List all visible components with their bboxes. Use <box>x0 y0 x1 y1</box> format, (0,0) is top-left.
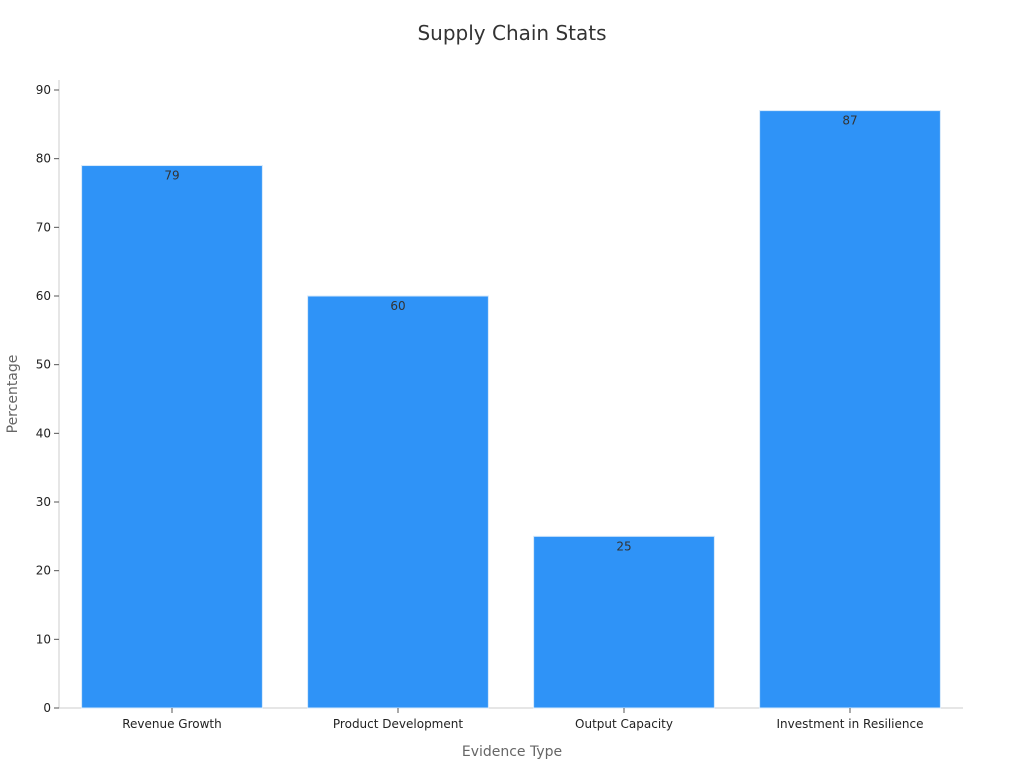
data-label: 25 <box>616 539 631 553</box>
x-tick-label: Investment in Resilience <box>777 717 924 731</box>
bar <box>759 110 941 709</box>
y-tick-label: 70 <box>36 220 51 234</box>
data-label: 79 <box>164 169 179 183</box>
bar <box>307 295 489 709</box>
y-tick-label: 20 <box>36 564 51 578</box>
x-axis-label: Evidence Type <box>462 744 562 760</box>
y-tick-label: 40 <box>36 426 51 440</box>
data-label: 87 <box>842 114 857 128</box>
bar <box>81 165 263 709</box>
y-tick-label: 0 <box>43 701 51 715</box>
plot-area: 0 10 20 30 40 50 60 70 80 90 79 Revenue Growth 60 Pro… <box>36 80 963 731</box>
data-label: 60 <box>390 299 405 313</box>
x-tick-label: Output Capacity <box>575 717 673 731</box>
y-tick-label: 50 <box>36 358 51 372</box>
bar <box>533 535 715 709</box>
y-tick-label: 90 <box>36 83 51 97</box>
y-axis-label: Percentage <box>5 355 21 434</box>
chart-title: Supply Chain Stats <box>417 21 606 45</box>
x-tick-label: Product Development <box>333 717 463 731</box>
y-tick-label: 80 <box>36 152 51 166</box>
x-tick-label: Revenue Growth <box>122 717 222 731</box>
y-tick-label: 60 <box>36 289 51 303</box>
y-tick-label: 30 <box>36 495 51 509</box>
y-tick-label: 10 <box>36 632 51 646</box>
